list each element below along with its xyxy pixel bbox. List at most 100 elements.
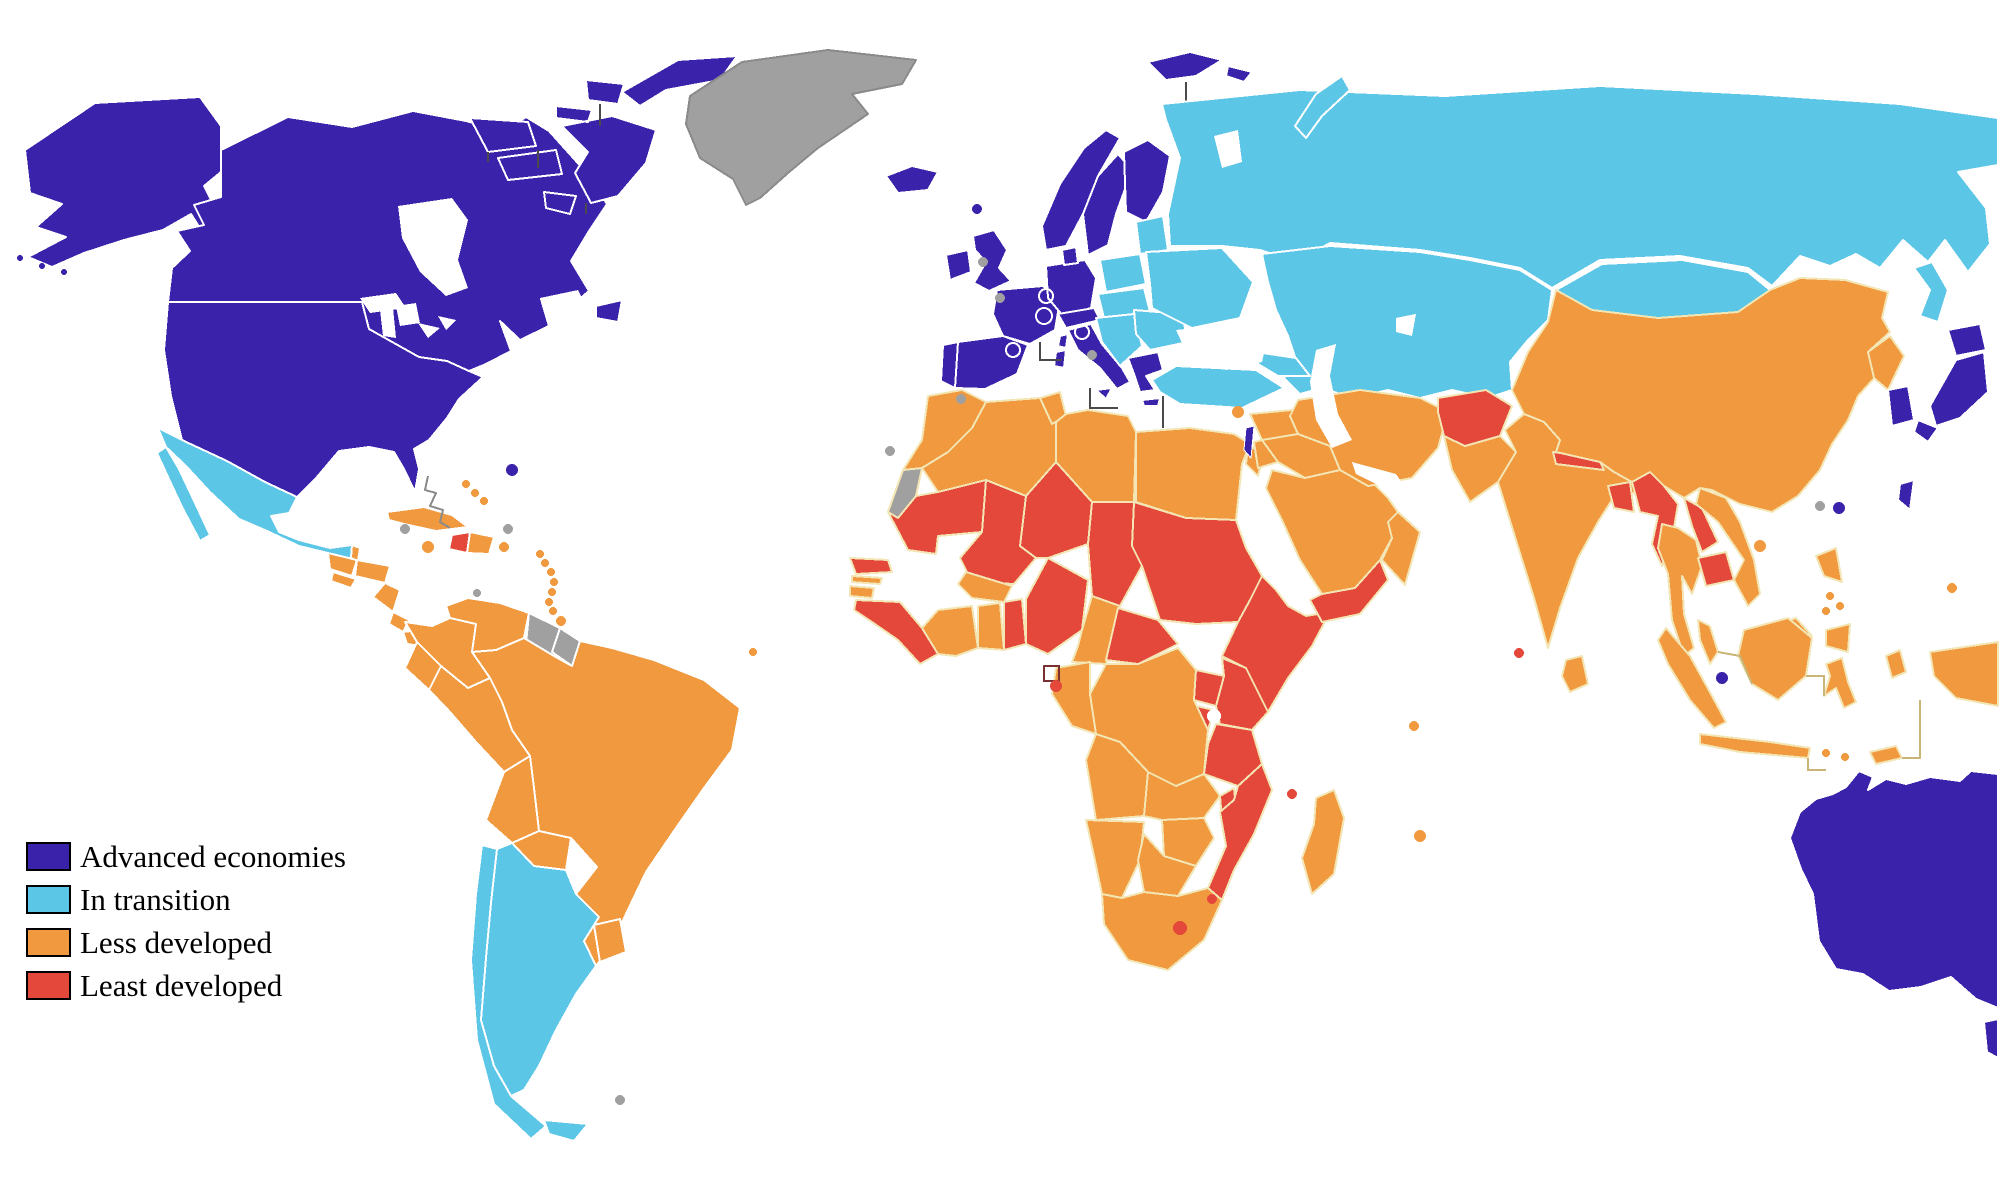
region-nicaragua — [372, 582, 401, 613]
lake-ontario — [438, 316, 456, 330]
region-gambia — [851, 575, 883, 585]
region-argentina — [480, 842, 600, 1097]
region-sumatra — [1657, 627, 1727, 729]
region-finland — [1123, 139, 1171, 223]
region-madagascar — [1301, 789, 1345, 895]
lesotho-dot — [1173, 921, 1187, 935]
region-bolivia — [485, 755, 540, 844]
swaziland-dot — [1207, 894, 1217, 904]
region-philippines-luzon — [1815, 547, 1843, 583]
comoros-dot — [1287, 789, 1297, 799]
water-overlays — [360, 130, 1416, 723]
region-guatemala — [327, 552, 358, 577]
region-senegal — [849, 557, 893, 575]
region-belarus-ukraine — [1145, 247, 1254, 329]
region-turkey — [1151, 365, 1285, 409]
caspian-sea — [1310, 344, 1352, 448]
legend-item-least-developed: Least developed — [26, 964, 346, 1007]
region-thailand — [1657, 523, 1703, 657]
region-sudan — [1131, 501, 1263, 625]
region-bangladesh — [1607, 481, 1635, 513]
visayas-3-dot — [1822, 607, 1830, 615]
legend-swatch-less-developed — [26, 928, 71, 957]
antilles-7-dot — [549, 607, 557, 615]
region-sicily — [1095, 387, 1113, 400]
visayas-2-dot — [1836, 602, 1844, 610]
region-niger — [1019, 461, 1093, 559]
antilles-2-dot — [541, 559, 549, 567]
white-sea — [1214, 130, 1242, 168]
legend-label-transition: In transition — [80, 881, 231, 917]
gulf-of-st-lawrence — [540, 290, 588, 320]
region-belize — [350, 544, 361, 562]
region-dominican-republic — [466, 531, 495, 555]
region-crete — [1141, 397, 1161, 407]
region-uruguay — [593, 918, 627, 963]
region-israel — [1243, 425, 1255, 459]
jamaica-dot — [422, 541, 434, 553]
falkland-islands-dot — [615, 1095, 625, 1105]
antilles-3-dot — [547, 568, 555, 576]
antilles-1-dot — [536, 550, 544, 558]
region-sri-lanka — [1561, 655, 1589, 693]
legend-item-less-developed: Less developed — [26, 921, 346, 964]
region-yemen — [1309, 559, 1389, 623]
region-italy — [1067, 323, 1131, 390]
legend-item-transition: In transition — [26, 878, 346, 921]
legend-swatch-least-developed — [26, 971, 71, 1000]
sea-connector-lines — [1717, 651, 1921, 771]
lake-victoria — [1207, 709, 1221, 723]
region-ireland — [945, 249, 972, 281]
faroe-islands-dot — [972, 204, 982, 214]
map-legend: Advanced economies In transition Less de… — [26, 835, 346, 1007]
aral-sea — [1396, 314, 1416, 336]
region-jordan — [1253, 439, 1279, 469]
cayman-islands-dot — [400, 524, 410, 534]
region-china — [1511, 277, 1891, 513]
region-cambodia — [1697, 551, 1735, 587]
region-el-salvador — [330, 571, 357, 589]
channel-islands-dot — [995, 293, 1005, 303]
region-svalbard — [1147, 51, 1223, 81]
region-balkans — [1095, 313, 1143, 367]
region-taiwan — [1897, 479, 1915, 511]
region-iceland — [885, 165, 939, 194]
region-egypt — [1135, 427, 1251, 521]
region-norway — [1041, 129, 1121, 251]
arctic-connector-lines — [487, 104, 601, 214]
turks-caicos-dot — [503, 524, 513, 534]
region-honduras — [354, 559, 391, 584]
region-svalbard-east — [1225, 65, 1253, 83]
region-corsica — [1057, 333, 1069, 349]
hong-kong-gray-dot — [1815, 501, 1825, 511]
region-alaska — [24, 96, 253, 278]
antilles-6-dot — [545, 598, 553, 606]
black-sea — [1176, 324, 1268, 370]
cyprus-dot — [1232, 406, 1244, 418]
region-philippines-mindanao — [1825, 623, 1851, 653]
region-newfoundland — [595, 299, 623, 323]
antilles-5-dot — [548, 588, 556, 596]
bahamas-1-dot — [462, 480, 470, 488]
region-java — [1699, 733, 1811, 759]
visayas-1-dot — [1826, 592, 1834, 600]
gibraltar-dot — [956, 394, 966, 404]
region-japan-hokkaido — [1947, 323, 1987, 357]
region-namibia — [1085, 819, 1145, 899]
region-guinea-bissau — [849, 585, 875, 599]
latin-america-group — [156, 427, 741, 1142]
region-russia — [1161, 85, 1999, 289]
guam-dot — [1947, 583, 1957, 593]
region-venezuela — [445, 597, 530, 653]
mauritius-dot — [1414, 830, 1426, 842]
region-tierra-del-fuego — [543, 1119, 589, 1142]
microstate-rings — [1005, 288, 1090, 358]
aleutian-1-dot — [17, 255, 23, 261]
legend-swatch-advanced — [26, 842, 71, 871]
region-south-africa — [1101, 887, 1223, 971]
region-ghana — [977, 602, 1005, 651]
trinidad-dot — [556, 616, 566, 626]
region-halmahera — [1885, 649, 1907, 679]
north-america-group — [24, 49, 939, 498]
